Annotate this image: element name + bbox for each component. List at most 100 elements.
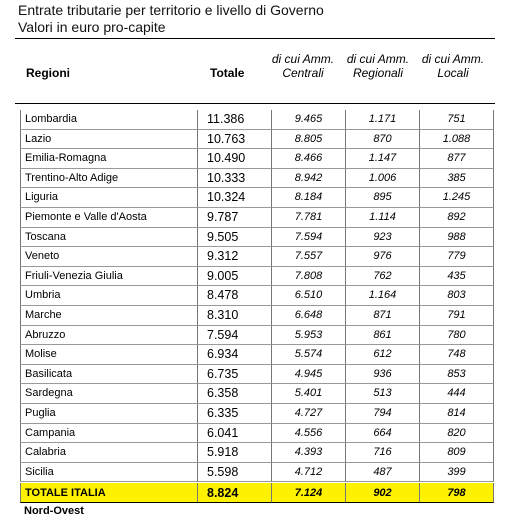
cell: 7.594 bbox=[198, 325, 272, 346]
cell: Campania bbox=[20, 423, 198, 444]
cell: 6.648 bbox=[272, 306, 346, 326]
cell: 444 bbox=[420, 384, 494, 404]
cell: 5.598 bbox=[198, 462, 272, 483]
cell: 861 bbox=[346, 325, 420, 346]
cell: 7.781 bbox=[272, 208, 346, 228]
column-header: di cui Amm. Centrali bbox=[271, 52, 335, 80]
column-header: Totale bbox=[210, 66, 245, 80]
cell: 751 bbox=[420, 110, 494, 130]
cell: Sardegna bbox=[20, 384, 198, 404]
cell: 8.805 bbox=[272, 129, 346, 150]
cell: 1.114 bbox=[346, 208, 420, 228]
table-row: Puglia 6.335 4.727 794 814 bbox=[20, 404, 494, 424]
cell: 10.324 bbox=[198, 188, 272, 208]
table-row: Emilia-Romagna 10.490 8.466 1.147 877 bbox=[20, 149, 494, 169]
cell: Puglia bbox=[20, 404, 198, 424]
cell: 10.333 bbox=[198, 168, 272, 189]
cell: 923 bbox=[346, 227, 420, 248]
cell: 4.556 bbox=[272, 423, 346, 444]
cell: Lazio bbox=[20, 129, 198, 150]
cell: Marche bbox=[20, 306, 198, 326]
cell: 7.557 bbox=[272, 247, 346, 267]
subtitle: Valori in euro pro-capite bbox=[18, 19, 166, 35]
column-header: di cui Amm. Regionali bbox=[346, 52, 410, 80]
cell: Friuli-Venezia Giulia bbox=[20, 266, 198, 287]
table-row: Molise 6.934 5.574 612 748 bbox=[20, 345, 494, 365]
cell: Calabria bbox=[20, 443, 198, 463]
cell: Emilia-Romagna bbox=[20, 149, 198, 169]
cell: 9.465 bbox=[272, 110, 346, 130]
cell: 809 bbox=[420, 443, 494, 463]
cell: 820 bbox=[420, 423, 494, 444]
cell: 5.918 bbox=[198, 443, 272, 463]
cell: 6.335 bbox=[198, 404, 272, 424]
cell: Sicilia bbox=[20, 462, 198, 483]
cell: 779 bbox=[420, 247, 494, 267]
cell: 9.787 bbox=[198, 208, 272, 228]
table-row: Veneto 9.312 7.557 976 779 bbox=[20, 247, 494, 267]
cell: 11.386 bbox=[198, 110, 272, 130]
cell: 780 bbox=[420, 325, 494, 346]
table-row: Abruzzo 7.594 5.953 861 780 bbox=[20, 325, 494, 346]
cell: 1.171 bbox=[346, 110, 420, 130]
cell: 892 bbox=[420, 208, 494, 228]
table-row: Marche 8.310 6.648 871 791 bbox=[20, 306, 494, 326]
cell: 8.184 bbox=[272, 188, 346, 208]
cell: 791 bbox=[420, 306, 494, 326]
cell: TOTALE ITALIA bbox=[20, 483, 198, 504]
cell: 5.574 bbox=[272, 345, 346, 365]
cell: 1.147 bbox=[346, 149, 420, 169]
cell: 1.245 bbox=[420, 188, 494, 208]
cell: 6.934 bbox=[198, 345, 272, 365]
cell: 803 bbox=[420, 286, 494, 306]
cell: 487 bbox=[346, 462, 420, 483]
cell: 798 bbox=[420, 483, 494, 504]
cell: 4.945 bbox=[272, 364, 346, 385]
cell: Trentino-Alto Adige bbox=[20, 168, 198, 189]
table-row: Sardegna 6.358 5.401 513 444 bbox=[20, 384, 494, 404]
cell: 8.942 bbox=[272, 168, 346, 189]
table-row: Lombardia 11.386 9.465 1.171 751 bbox=[20, 110, 494, 130]
cell: Piemonte e Valle d'Aosta bbox=[20, 208, 198, 228]
cell: 5.401 bbox=[272, 384, 346, 404]
cell: 9.005 bbox=[198, 266, 272, 287]
cell: 399 bbox=[420, 462, 494, 483]
column-header: di cui Amm. Locali bbox=[421, 52, 485, 80]
cell: 385 bbox=[420, 168, 494, 189]
cell: 976 bbox=[346, 247, 420, 267]
cell: 8.466 bbox=[272, 149, 346, 169]
cell: 6.510 bbox=[272, 286, 346, 306]
cell: 664 bbox=[346, 423, 420, 444]
cell: Molise bbox=[20, 345, 198, 365]
table-row: Umbria 8.478 6.510 1.164 803 bbox=[20, 286, 494, 306]
cell: 6.358 bbox=[198, 384, 272, 404]
cell: Liguria bbox=[20, 188, 198, 208]
cell: 5.953 bbox=[272, 325, 346, 346]
cell: 748 bbox=[420, 345, 494, 365]
cell: Basilicata bbox=[20, 364, 198, 385]
cell: 1.006 bbox=[346, 168, 420, 189]
cell: 10.490 bbox=[198, 149, 272, 169]
row-label: Nord-Ovest bbox=[24, 505, 84, 518]
table-row: Trentino-Alto Adige 10.333 8.942 1.006 385 bbox=[20, 168, 494, 189]
cell: 4.712 bbox=[272, 462, 346, 483]
table-row: Sicilia 5.598 4.712 487 399 bbox=[20, 462, 494, 483]
cell: 988 bbox=[420, 227, 494, 248]
cell: 6.735 bbox=[198, 364, 272, 385]
cell: 513 bbox=[346, 384, 420, 404]
cell: 8.310 bbox=[198, 306, 272, 326]
cell: Abruzzo bbox=[20, 325, 198, 346]
table-row: Toscana 9.505 7.594 923 988 bbox=[20, 227, 494, 248]
table-row: Liguria 10.324 8.184 895 1.245 bbox=[20, 188, 494, 208]
table-row: Friuli-Venezia Giulia 9.005 7.808 762 435 bbox=[20, 266, 494, 287]
cell: 8.478 bbox=[198, 286, 272, 306]
table-row: Lazio 10.763 8.805 870 1.088 bbox=[20, 129, 494, 150]
cell: 4.727 bbox=[272, 404, 346, 424]
cell: 1.164 bbox=[346, 286, 420, 306]
column-header: Regioni bbox=[26, 66, 70, 80]
table-row: Basilicata 6.735 4.945 936 853 bbox=[20, 364, 494, 385]
cell: 7.124 bbox=[272, 483, 346, 504]
rule bbox=[15, 103, 495, 104]
table-row: Calabria 5.918 4.393 716 809 bbox=[20, 443, 494, 463]
